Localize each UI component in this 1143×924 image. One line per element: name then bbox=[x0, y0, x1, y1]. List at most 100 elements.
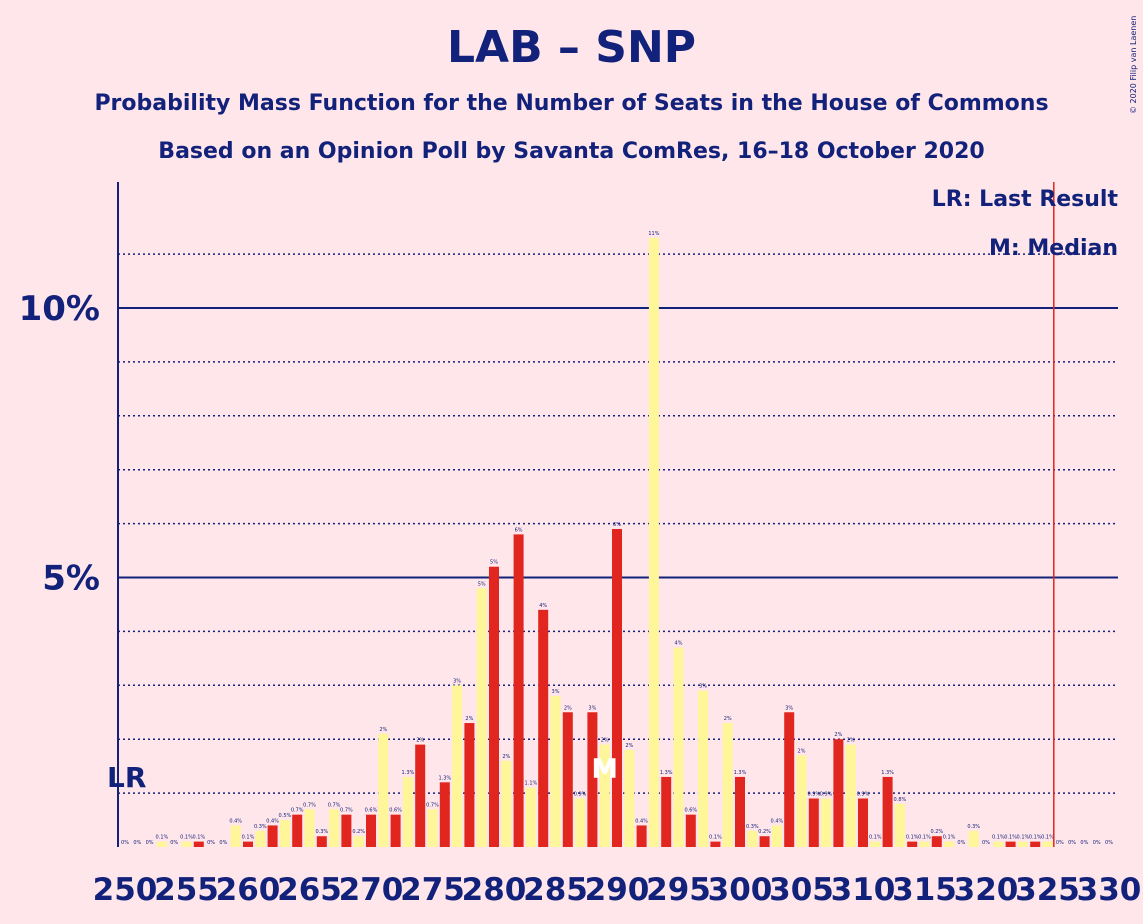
bar bbox=[771, 825, 782, 847]
bar-label: 4% bbox=[539, 603, 547, 609]
bar-label: 0.1% bbox=[156, 835, 169, 841]
bar-label: 0.1% bbox=[918, 835, 931, 841]
x-tick-label: 265 bbox=[277, 872, 342, 908]
bar-label: 6% bbox=[613, 522, 621, 528]
x-tick-label: 320 bbox=[954, 872, 1019, 908]
bar bbox=[329, 809, 340, 847]
bar-label: 0% bbox=[121, 840, 129, 846]
bar-label: 0.6% bbox=[365, 808, 378, 814]
bar-label: 0% bbox=[219, 840, 227, 846]
bar-label: 3% bbox=[588, 705, 596, 711]
bar bbox=[710, 841, 721, 847]
x-tick-label: 310 bbox=[831, 872, 896, 908]
bar-label: 0% bbox=[957, 840, 965, 846]
bar-label: 0.3% bbox=[746, 824, 759, 830]
bar-label: 0.1% bbox=[1029, 835, 1042, 841]
bar-label: 4% bbox=[675, 641, 683, 647]
bar-label: 2% bbox=[724, 716, 732, 722]
bar-label: 0.4% bbox=[771, 818, 784, 824]
bar-label: 0.1% bbox=[906, 835, 919, 841]
bar-label: 0.1% bbox=[869, 835, 882, 841]
bar bbox=[821, 798, 832, 847]
bar-label: 0.1% bbox=[943, 835, 956, 841]
bar bbox=[562, 712, 573, 847]
bar bbox=[993, 841, 1004, 847]
bar bbox=[784, 712, 795, 847]
chart-subtitle: Probability Mass Function for the Number… bbox=[94, 91, 1049, 116]
bar-label: 6% bbox=[515, 527, 523, 533]
x-tick-label: 260 bbox=[216, 872, 281, 908]
bar bbox=[735, 776, 745, 847]
bar-label: 0.6% bbox=[684, 808, 697, 814]
bar bbox=[636, 825, 647, 847]
bar bbox=[722, 723, 733, 847]
bar bbox=[599, 744, 610, 847]
bar-label: 0.3% bbox=[254, 824, 267, 830]
x-tick-label: 325 bbox=[1015, 872, 1080, 908]
bar-label: 0.9% bbox=[857, 791, 870, 797]
x-tick-label: 280 bbox=[462, 872, 527, 908]
bar bbox=[882, 776, 893, 847]
last-result-label: LR bbox=[107, 761, 146, 794]
bar bbox=[870, 841, 881, 847]
bar bbox=[587, 712, 598, 847]
bar-label: 0.7% bbox=[340, 808, 353, 814]
bar bbox=[907, 841, 918, 847]
bar-label: 0% bbox=[1056, 840, 1064, 846]
bar bbox=[452, 685, 463, 847]
bar bbox=[894, 803, 905, 847]
bar-label: 2% bbox=[502, 754, 510, 760]
bar bbox=[624, 749, 635, 847]
x-tick-label: 330 bbox=[1077, 872, 1142, 908]
bar bbox=[292, 814, 303, 847]
bar-label: 0.2% bbox=[758, 829, 771, 835]
bar bbox=[612, 528, 622, 847]
bar bbox=[427, 809, 438, 847]
bar-label: 0% bbox=[207, 840, 215, 846]
bar bbox=[648, 237, 659, 847]
bar bbox=[489, 566, 499, 847]
bar-label: 0.9% bbox=[574, 791, 587, 797]
bar bbox=[538, 609, 549, 847]
bar bbox=[156, 841, 167, 847]
bar-label: 3% bbox=[785, 705, 793, 711]
bar bbox=[316, 836, 327, 847]
bar-label: 1.3% bbox=[660, 770, 673, 776]
bar-label: 0.7% bbox=[426, 802, 439, 808]
bar bbox=[267, 825, 278, 847]
bar-label: 0.4% bbox=[266, 818, 279, 824]
chart-subtitle-poll: Based on an Opinion Poll by Savanta ComR… bbox=[158, 139, 985, 164]
bar-label: 0.4% bbox=[229, 818, 242, 824]
bar bbox=[673, 647, 684, 847]
bar-label: 0% bbox=[133, 840, 141, 846]
bar-label: 0.5% bbox=[279, 813, 292, 819]
bar-label: 0.1% bbox=[1041, 835, 1054, 841]
bar-label: 1.3% bbox=[734, 770, 747, 776]
bar-label: 0.1% bbox=[992, 835, 1005, 841]
bar-label: 0% bbox=[982, 840, 990, 846]
bar-label: 0.9% bbox=[807, 791, 820, 797]
bar bbox=[304, 809, 315, 847]
bar bbox=[808, 798, 819, 847]
bar bbox=[378, 733, 389, 847]
bar bbox=[845, 744, 856, 847]
bar-label: 2% bbox=[465, 716, 473, 722]
bar bbox=[550, 696, 561, 847]
bar-label: 0.3% bbox=[967, 824, 980, 830]
bar bbox=[341, 814, 352, 847]
bar-label: 2% bbox=[625, 743, 633, 749]
bar-label: 5% bbox=[490, 560, 498, 566]
bar bbox=[439, 782, 450, 847]
bar bbox=[402, 776, 413, 847]
bar bbox=[366, 814, 376, 847]
bar-label: 1.3% bbox=[881, 770, 894, 776]
bar-label: 0% bbox=[1093, 840, 1101, 846]
bar-label: 2% bbox=[798, 748, 806, 754]
x-tick-label: 305 bbox=[769, 872, 834, 908]
bar-label: 2% bbox=[834, 732, 842, 738]
bar bbox=[476, 588, 487, 847]
x-tick-label: 275 bbox=[400, 872, 465, 908]
bar bbox=[230, 825, 241, 847]
bar bbox=[575, 798, 586, 847]
